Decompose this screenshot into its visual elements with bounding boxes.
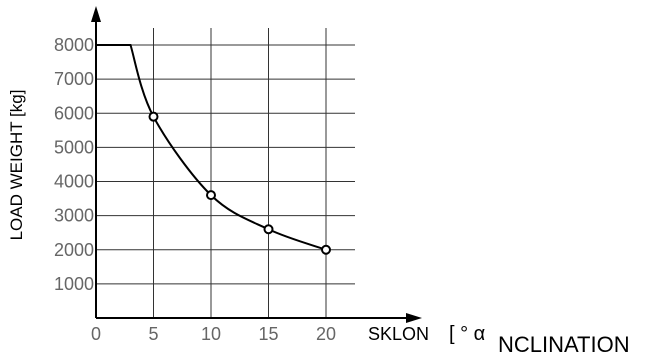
data-point-marker — [321, 244, 331, 255]
y-tick-label: 8000 — [54, 35, 94, 55]
x-tick-labels: 0 5 10 15 20 — [91, 324, 336, 344]
grid — [96, 28, 355, 318]
x-tick-label: 20 — [316, 324, 336, 344]
y-tick-label: 4000 — [54, 172, 94, 192]
y-tick-label: 7000 — [54, 69, 94, 89]
y-tick-label: 1000 — [54, 274, 94, 294]
x-axis-label-bracket: [ ° α — [449, 323, 485, 345]
y-tick-label: 3000 — [54, 206, 94, 226]
data-point-marker — [263, 224, 274, 235]
y-tick-label: 2000 — [54, 240, 94, 260]
data-markers — [148, 111, 331, 255]
data-point-marker — [206, 190, 216, 201]
x-axis-label-sklon: SKLON — [368, 324, 429, 344]
y-tick-label: 6000 — [54, 103, 94, 123]
data-point-marker — [148, 111, 159, 122]
x-axis-label-inclination: NCLINATION — [498, 332, 630, 356]
x-tick-label: 0 — [91, 324, 101, 344]
x-tick-label: 15 — [258, 324, 278, 344]
axes — [91, 6, 422, 323]
x-tick-label: 5 — [148, 324, 158, 344]
y-axis-arrow — [91, 6, 101, 22]
y-axis-label: LOAD WEIGHT [kg] — [7, 90, 26, 241]
y-tick-label: 5000 — [54, 137, 94, 157]
x-tick-label: 10 — [201, 324, 221, 344]
y-tick-labels: 1000 2000 3000 4000 5000 6000 7000 8000 — [54, 35, 94, 294]
x-axis-arrow — [406, 313, 422, 323]
